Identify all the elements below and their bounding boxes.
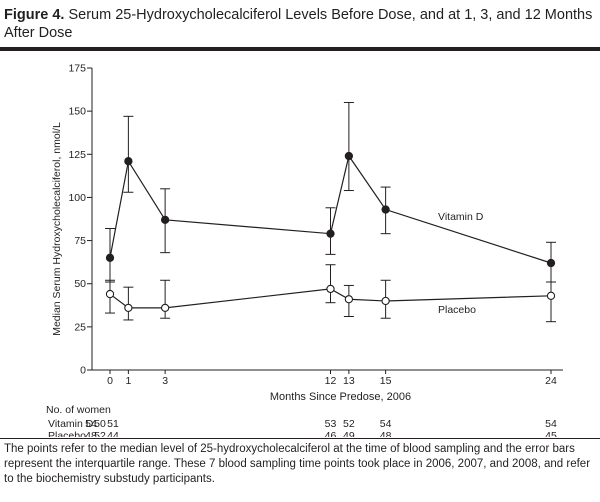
placebo-point (546, 291, 556, 300)
vitamin-d-point (344, 151, 354, 161)
vitamin-d-point (381, 205, 390, 214)
y-tick-label: 125 (68, 149, 86, 161)
vitamin-d-point (546, 258, 556, 268)
x-tick-label: 13 (343, 375, 355, 387)
y-tick-label: 100 (68, 192, 86, 204)
x-tick-label: 3 (162, 375, 168, 387)
count-value-placebo: 49 (343, 430, 355, 437)
counts-row-label-vitamin-d: Vitamin D (48, 418, 94, 430)
y-tick-label: 0 (80, 365, 86, 377)
vitamin-d-point (326, 229, 335, 238)
placebo-point (381, 296, 390, 306)
y-tick-label: 150 (68, 106, 86, 118)
vitamin-d-point (160, 215, 170, 225)
counts-row-label-placebo: Placebo (48, 430, 86, 437)
count-value-placebo: 52 (94, 430, 106, 437)
count-value-vitamin-d: 54 (545, 418, 557, 430)
x-tick-label: 15 (380, 375, 392, 387)
figure-label: Figure 4. (4, 7, 65, 23)
y-tick-label: 175 (68, 63, 86, 75)
x-tick-label: 24 (545, 375, 557, 387)
count-value-vitamin-d: 50 (94, 418, 106, 430)
count-value-vitamin-d: 51 (107, 418, 119, 430)
y-tick-label: 75 (74, 235, 86, 247)
count-value-vitamin-d: 54 (85, 418, 97, 430)
title-rule (0, 47, 600, 51)
count-value-placebo: 44 (107, 430, 119, 437)
footnote-rule (0, 438, 600, 439)
count-value-placebo: 48 (380, 430, 392, 437)
placebo-point (124, 303, 133, 313)
x-axis-label: Months Since Predose, 2006 (270, 391, 411, 403)
count-value-placebo: 48 (85, 430, 97, 437)
x-tick-label: 0 (107, 375, 113, 387)
placebo-point (160, 303, 170, 313)
vitamin-d-point (105, 253, 115, 262)
placebo-point (326, 284, 335, 294)
vitamin-d-series-label: Vitamin D (438, 211, 484, 223)
figure-title: Figure 4. Serum 25-Hydroxycholecalcifero… (4, 6, 594, 42)
count-value-vitamin-d: 52 (343, 418, 355, 430)
vitamin-d-point (124, 157, 133, 166)
footnote: The points refer to the median level of … (4, 443, 591, 485)
placebo-point (344, 295, 354, 304)
placebo-series-label: Placebo (438, 304, 476, 316)
y-tick-label: 25 (74, 321, 86, 333)
count-value-vitamin-d: 54 (380, 418, 392, 430)
figure-title-text: Serum 25-Hydroxycholecalciferol Levels B… (4, 7, 593, 41)
placebo-point (105, 289, 115, 299)
y-axis-label: Median Serum Hydroxycholecalciferol, nmo… (51, 122, 63, 336)
count-value-vitamin-d: 53 (325, 418, 337, 430)
count-value-placebo: 46 (325, 430, 337, 437)
counts-header: No. of women (46, 404, 111, 416)
x-tick-label: 1 (125, 375, 131, 387)
y-tick-label: 50 (74, 278, 86, 290)
count-value-placebo: 45 (545, 430, 557, 437)
x-tick-label: 12 (325, 375, 337, 387)
